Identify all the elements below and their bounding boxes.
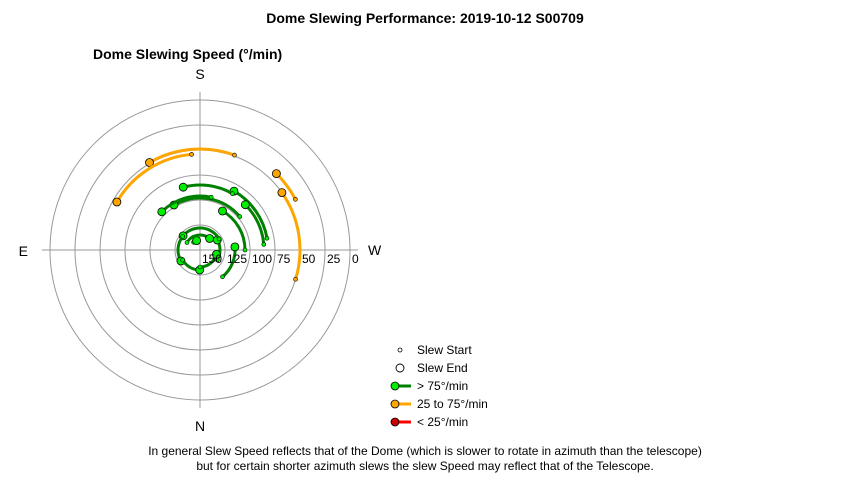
legend-item-fast: > 75°/min [388,377,488,395]
slew-start-point [220,274,225,280]
polar-chart-title: Dome Slewing Speed (°/min) [93,46,283,62]
slew-start-point [189,152,194,157]
footnote-line-1: In general Slew Speed reflects that of t… [148,444,702,458]
slew-arc [280,191,302,280]
legend-label: Slew End [417,361,468,375]
radial-tick-label: 150 [202,252,222,266]
slew-arc [173,196,241,218]
slew-start-point [293,276,298,282]
slew-start-point [216,236,222,242]
slew-start-point [197,264,203,270]
footnote-line-2: but for certain shorter azimuth slews th… [196,459,654,473]
legend-item-slow: < 25°/min [388,413,488,431]
slow-speed-line-icon [390,417,411,427]
slew-end-point [178,182,188,192]
slew-start-point [242,247,248,253]
radial-tick-label: 50 [302,252,316,266]
slew-end-point [145,158,154,167]
legend-label: 25 to 75°/min [417,397,488,411]
legend-label: > 75°/min [417,379,469,393]
slew-start-point [232,152,237,158]
slew-end-point [157,207,167,217]
compass-label-w: W [368,242,382,258]
slew-end-point [218,206,227,216]
legend: Slew Start Slew End > 75°/min 25 to 75°/… [388,341,488,431]
slew-end-marker-icon [395,363,405,373]
slew-arc [148,147,236,164]
radial-tick-label: 125 [227,252,247,266]
slew-start-point [264,235,270,241]
slew-start-point [180,234,185,239]
slew-end-point [271,169,281,179]
slew-start-point [293,197,298,202]
polar-chart: 150 125 100 75 50 25 0 S N E W [19,66,382,434]
fast-speed-line-icon [390,381,411,391]
slew-start-point [261,242,267,247]
compass-label-e: E [19,243,28,259]
medium-speed-line-icon [390,399,411,409]
legend-item-slew-end: Slew End [388,359,488,377]
slew-start-point [184,240,190,245]
slew-start-point [208,194,214,200]
legend-label: < 25°/min [417,415,469,429]
legend-item-slew-start: Slew Start [388,341,488,359]
footnote: In general Slew Speed reflects that of t… [0,444,850,474]
slew-arc [160,194,212,213]
slew-start-marker-icon [397,347,403,353]
slew-start-point [230,191,235,196]
chart-title: Dome Slewing Performance: 2019-10-12 S00… [266,10,584,26]
compass-label-s: S [195,66,204,82]
polar-grid [42,92,358,408]
slew-end-point [205,234,215,243]
slew-tracks [112,147,302,282]
slew-start-point [180,257,185,263]
compass-labels: S N E W [19,66,382,434]
slew-start-point [237,214,243,219]
slew-end-point [211,249,221,259]
radial-tick-label: 0 [352,252,359,266]
radial-tick-label: 100 [252,252,272,266]
slew-arc [182,183,234,196]
slew-end-point [277,188,287,198]
slew-arc [181,226,221,240]
slew-arc [233,189,269,239]
legend-label: Slew Start [417,343,472,357]
radial-tick-labels: 150 125 100 75 50 25 0 [202,252,359,266]
radial-tick-label: 25 [327,252,341,266]
slew-end-point [112,197,122,207]
slew-end-point [240,200,250,210]
slew-end-point [230,242,240,252]
legend-item-medium: 25 to 75°/min [388,395,488,413]
radial-tick-label: 75 [277,252,291,266]
slew-arc [115,152,192,203]
compass-label-n: N [195,418,205,434]
